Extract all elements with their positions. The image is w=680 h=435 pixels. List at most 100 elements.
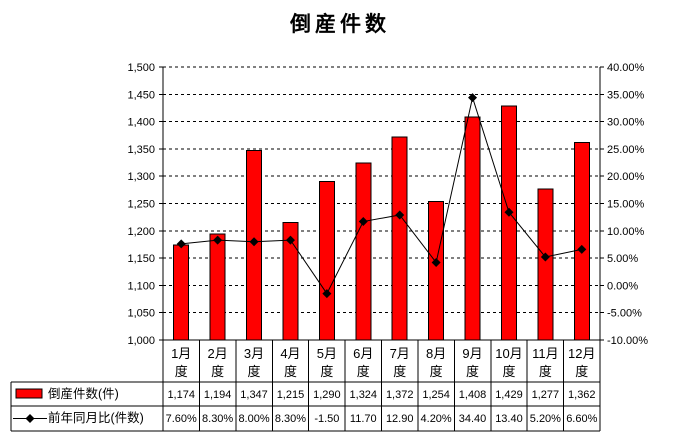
month-header-cell: 度 bbox=[502, 364, 515, 379]
table-cell: 4.20% bbox=[421, 413, 452, 425]
bar bbox=[537, 188, 554, 341]
table-cell: 1,324 bbox=[350, 389, 378, 401]
table-cell: 8.30% bbox=[202, 413, 233, 425]
month-header-cell: 度 bbox=[248, 364, 261, 379]
month-header-cell: 11月 bbox=[532, 346, 559, 361]
trend-marker-diamond-icon bbox=[540, 252, 550, 262]
right-axis-tick-label: -10.00% bbox=[607, 335, 648, 347]
month-header-cell: 9月 bbox=[462, 346, 482, 361]
trend-marker-diamond-icon bbox=[431, 257, 441, 267]
table-cell: 8.30% bbox=[275, 413, 306, 425]
left-axis-tick-label: 1,100 bbox=[127, 280, 155, 292]
red-bar-swatch-icon bbox=[15, 388, 43, 399]
left-axis-tick-label: 1,000 bbox=[127, 335, 155, 347]
table-cell: 1,174 bbox=[167, 389, 195, 401]
left-axis-tick-label: 1,250 bbox=[127, 199, 155, 211]
trend-marker-diamond-icon bbox=[468, 93, 478, 103]
right-axis-tick-label: 15.00% bbox=[607, 199, 645, 211]
bar bbox=[428, 200, 445, 341]
right-axis-tick-label: 30.00% bbox=[607, 117, 645, 129]
legend-label: 倒産件数(件) bbox=[48, 386, 119, 401]
trend-marker-diamond-icon bbox=[577, 244, 587, 254]
table-cell: 34.40 bbox=[459, 413, 487, 425]
month-header-cell: 度 bbox=[175, 364, 188, 379]
left-axis-tick-label: 1,200 bbox=[127, 226, 155, 238]
right-axis-tick-label: 20.00% bbox=[607, 171, 645, 183]
trend-marker-diamond-icon bbox=[395, 210, 405, 220]
table-cell: 1,194 bbox=[204, 389, 232, 401]
trend-marker-diamond-icon bbox=[504, 207, 514, 217]
bar bbox=[464, 116, 481, 341]
table-cell: 1,362 bbox=[568, 389, 596, 401]
table-cell: -1.50 bbox=[314, 413, 339, 425]
month-header-cell: 1月 bbox=[171, 346, 191, 361]
right-axis-tick-label: 25.00% bbox=[607, 144, 645, 156]
month-header-cell: 度 bbox=[211, 364, 224, 379]
right-axis-tick-label: 35.00% bbox=[607, 89, 645, 101]
table-cell: 1,215 bbox=[277, 389, 305, 401]
trend-line bbox=[181, 95, 582, 295]
bar bbox=[391, 136, 408, 341]
bar bbox=[355, 162, 372, 341]
bar bbox=[573, 141, 590, 341]
trend-marker-diamond-icon bbox=[285, 235, 295, 245]
left-axis-tick-label: 1,400 bbox=[127, 117, 155, 129]
month-header-cell: 8月 bbox=[426, 346, 446, 361]
left-axis-tick-label: 1,050 bbox=[127, 308, 155, 320]
month-header-cell: 度 bbox=[539, 364, 552, 379]
month-header-cell: 7月 bbox=[390, 346, 410, 361]
right-axis-tick-label: 10.00% bbox=[607, 226, 645, 238]
trend-marker-diamond-icon bbox=[213, 235, 223, 245]
right-axis-tick-label: 40.00% bbox=[607, 62, 645, 74]
month-header-cell: 度 bbox=[320, 364, 333, 379]
month-header-cell: 6月 bbox=[353, 346, 373, 361]
table-cell: 1,408 bbox=[459, 389, 487, 401]
left-axis-tick-label: 1,350 bbox=[127, 144, 155, 156]
left-axis-tick-label: 1,300 bbox=[127, 171, 155, 183]
month-header-cell: 3月 bbox=[244, 346, 264, 361]
trend-marker-diamond-icon bbox=[322, 289, 332, 299]
trend-marker-diamond-icon bbox=[358, 217, 368, 227]
table-cell: 1,254 bbox=[422, 389, 450, 401]
table-cell: 11.70 bbox=[350, 413, 377, 425]
month-header-cell: 度 bbox=[284, 364, 297, 379]
month-header-cell: 10月 bbox=[495, 346, 522, 361]
month-header-cell: 2月 bbox=[208, 346, 228, 361]
left-axis-tick-label: 1,450 bbox=[127, 89, 155, 101]
bar bbox=[173, 244, 190, 341]
trend-marker-diamond-icon bbox=[249, 237, 259, 247]
month-header-cell: 5月 bbox=[317, 346, 337, 361]
table-cell: 1,372 bbox=[386, 389, 414, 401]
legend-label: 前年同月比(件数) bbox=[48, 410, 144, 425]
right-axis-tick-label: 5.00% bbox=[607, 253, 638, 265]
table-cell: 1,277 bbox=[532, 389, 560, 401]
bar bbox=[318, 181, 335, 341]
right-axis-tick-label: 0.00% bbox=[607, 280, 638, 292]
chart-title: 倒産件数 bbox=[290, 13, 390, 36]
month-header-cell: 12月 bbox=[568, 346, 595, 361]
table-cell: 1,290 bbox=[313, 389, 341, 401]
table-cell: 5.20% bbox=[530, 413, 561, 425]
table-cell: 7.60% bbox=[166, 413, 197, 425]
table-cell: 12.90 bbox=[386, 413, 414, 425]
month-header-cell: 度 bbox=[466, 364, 479, 379]
table-cell: 1,347 bbox=[240, 389, 268, 401]
table-cell: 8.00% bbox=[238, 413, 269, 425]
left-axis-tick-label: 1,500 bbox=[127, 62, 155, 74]
diamond-line-icon bbox=[25, 414, 35, 423]
left-axis-tick-label: 1,150 bbox=[127, 253, 155, 265]
table-cell: 13.40 bbox=[495, 413, 523, 425]
table-cell: 1,429 bbox=[495, 389, 523, 401]
table-cell: 6.60% bbox=[566, 413, 597, 425]
bar bbox=[500, 105, 517, 341]
bar bbox=[209, 233, 226, 341]
month-header-cell: 度 bbox=[575, 364, 588, 379]
month-header-cell: 度 bbox=[393, 364, 406, 379]
trend-marker-diamond-icon bbox=[176, 239, 186, 249]
month-header-cell: 4月 bbox=[280, 346, 300, 361]
month-header-cell: 度 bbox=[357, 364, 370, 379]
right-axis-tick-label: -5.00% bbox=[607, 308, 642, 320]
month-header-cell: 度 bbox=[430, 364, 443, 379]
